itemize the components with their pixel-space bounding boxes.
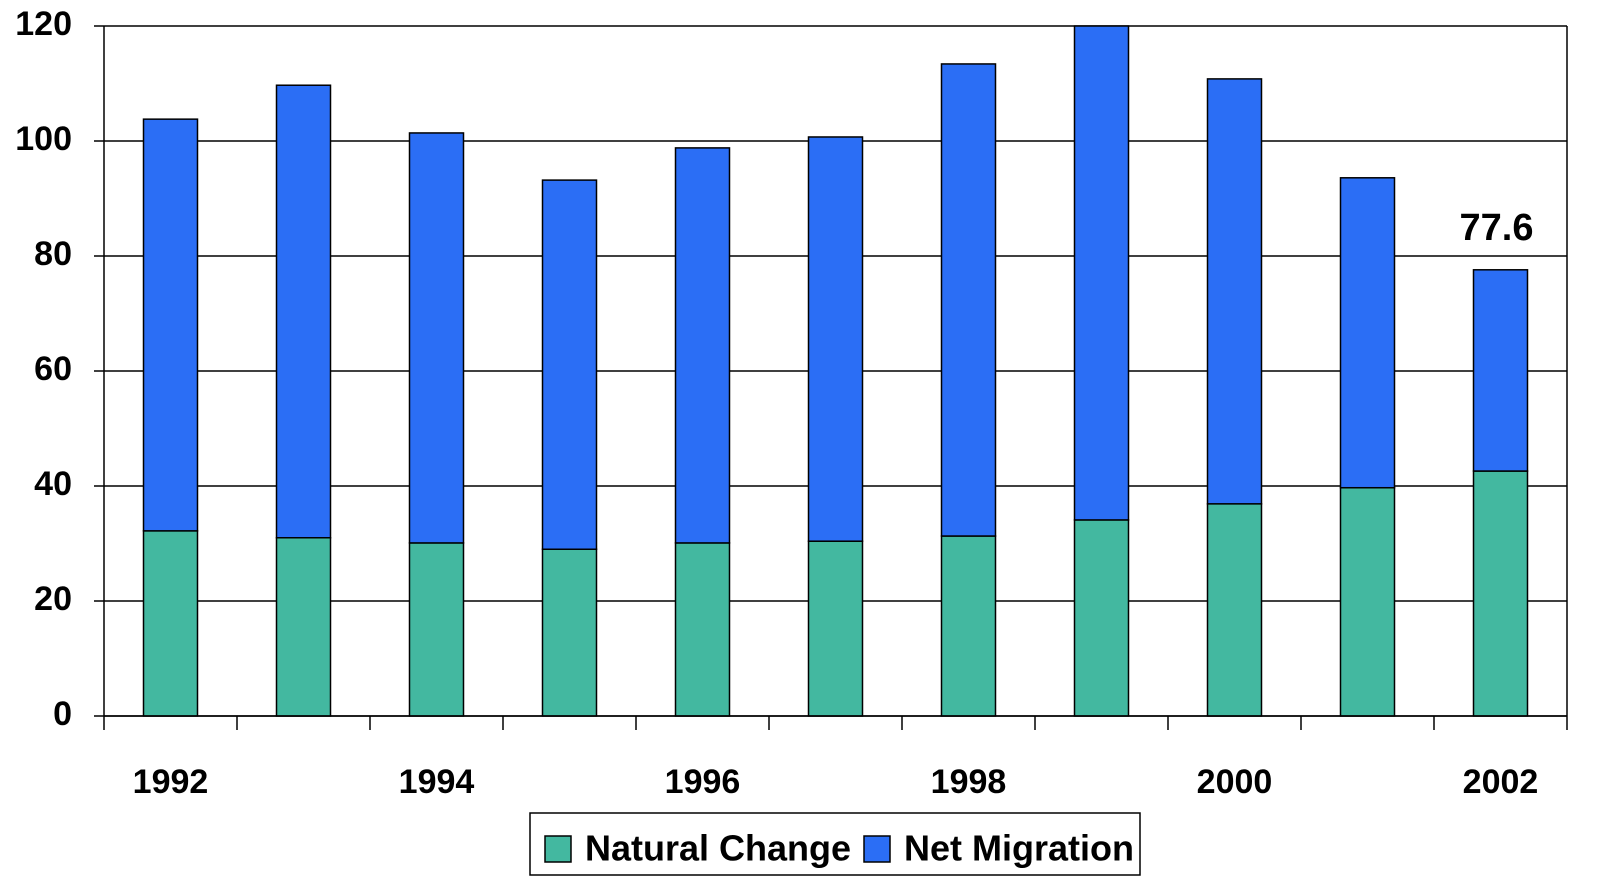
x-tick-label: 1996 (665, 763, 741, 801)
bar-segment (1472, 470, 1529, 717)
y-tick-label: 20 (34, 580, 72, 618)
bar-segment (275, 537, 332, 717)
bar-segment (1206, 78, 1263, 505)
bar-segment (275, 84, 332, 539)
bar-segment (807, 136, 864, 542)
bar-segment (674, 147, 731, 544)
y-tick-label: 40 (34, 465, 72, 503)
legend-box (529, 812, 1141, 876)
bar-segment (408, 542, 465, 717)
bar-segment (940, 535, 997, 717)
bar-segment (1339, 486, 1396, 717)
bar-segment (807, 540, 864, 717)
bar-segment (541, 179, 598, 550)
y-tick-label: 100 (15, 120, 72, 158)
legend-swatch (863, 835, 891, 863)
x-tick-label: 2000 (1197, 763, 1273, 801)
bar-segment (1472, 269, 1529, 472)
y-tick-label: 80 (34, 235, 72, 273)
bar-segment (142, 530, 199, 717)
bar-segment (674, 542, 731, 717)
x-tick-label: 1998 (931, 763, 1007, 801)
legend-label: Natural Change (585, 828, 851, 869)
legend-swatch (544, 835, 572, 863)
bar-segment (940, 63, 997, 537)
x-tick-label: 1992 (133, 763, 209, 801)
bar-segment (1339, 177, 1396, 489)
y-tick-label: 120 (15, 5, 72, 43)
annotation: 77.6 (1460, 207, 1534, 249)
x-tick-label: 1994 (399, 763, 475, 801)
bar-segment (1206, 503, 1263, 717)
y-tick-label: 0 (53, 695, 72, 733)
legend-label: Net Migration (904, 828, 1134, 869)
bar-segment (1073, 25, 1130, 521)
y-tick-label: 60 (34, 350, 72, 388)
bar-segment (1073, 519, 1130, 717)
bar-segment (142, 118, 199, 532)
bar-segment (541, 548, 598, 717)
x-tick-label: 2002 (1463, 763, 1539, 801)
bar-segment (408, 132, 465, 544)
